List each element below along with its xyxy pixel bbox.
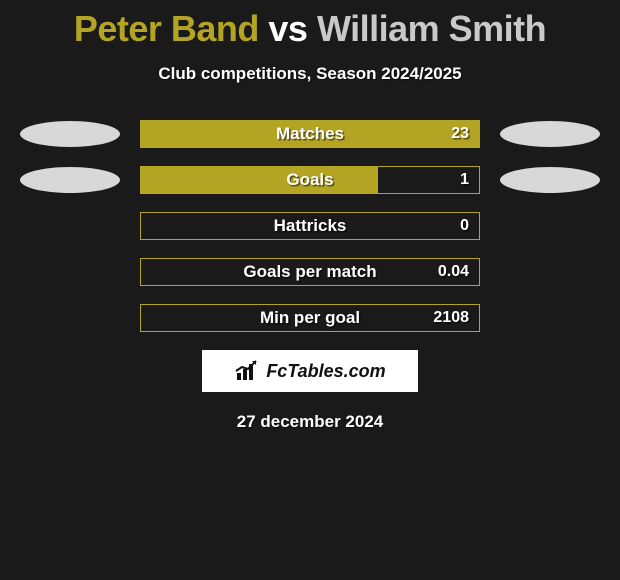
right-oval-slot <box>500 121 600 147</box>
stat-bar: Goals per match0.04 <box>140 258 480 286</box>
stat-bar: Hattricks0 <box>140 212 480 240</box>
stat-value: 2108 <box>433 309 469 327</box>
right-oval-slot <box>500 259 600 285</box>
player1-oval <box>20 121 120 147</box>
stat-row: Min per goal2108 <box>0 304 620 332</box>
date-line: 27 december 2024 <box>0 412 620 432</box>
stat-label: Hattricks <box>141 216 479 236</box>
stat-value: 1 <box>460 171 469 189</box>
stat-bar: Matches23 <box>140 120 480 148</box>
stat-row: Hattricks0 <box>0 212 620 240</box>
stat-label: Matches <box>141 124 479 144</box>
right-oval-slot <box>500 305 600 331</box>
left-oval-slot <box>20 167 120 193</box>
bar-chart-icon <box>234 359 260 383</box>
stat-value: 0 <box>460 217 469 235</box>
stat-label: Goals <box>141 170 479 190</box>
stat-bar: Goals1 <box>140 166 480 194</box>
left-oval-slot <box>20 213 120 239</box>
page-title: Peter Band vs William Smith <box>0 0 620 50</box>
player2-oval <box>500 121 600 147</box>
stats-container: Matches23 Goals1 Hattricks0 Goals per match… <box>0 120 620 332</box>
subtitle: Club competitions, Season 2024/2025 <box>0 64 620 84</box>
stat-value: 23 <box>451 125 469 143</box>
stat-row: Goals1 <box>0 166 620 194</box>
stat-label: Goals per match <box>141 262 479 282</box>
player2-name: William Smith <box>317 8 546 49</box>
stat-row: Goals per match0.04 <box>0 258 620 286</box>
left-oval-slot <box>20 305 120 331</box>
player2-oval <box>500 167 600 193</box>
stat-row: Matches23 <box>0 120 620 148</box>
vs-label: vs <box>268 8 307 49</box>
right-oval-slot <box>500 213 600 239</box>
stat-value: 0.04 <box>438 263 469 281</box>
stat-label: Min per goal <box>141 308 479 328</box>
left-oval-slot <box>20 259 120 285</box>
player1-name: Peter Band <box>74 8 259 49</box>
left-oval-slot <box>20 121 120 147</box>
stat-bar: Min per goal2108 <box>140 304 480 332</box>
brand-text: FcTables.com <box>266 361 385 382</box>
right-oval-slot <box>500 167 600 193</box>
player1-oval <box>20 167 120 193</box>
brand-box[interactable]: FcTables.com <box>202 350 418 392</box>
